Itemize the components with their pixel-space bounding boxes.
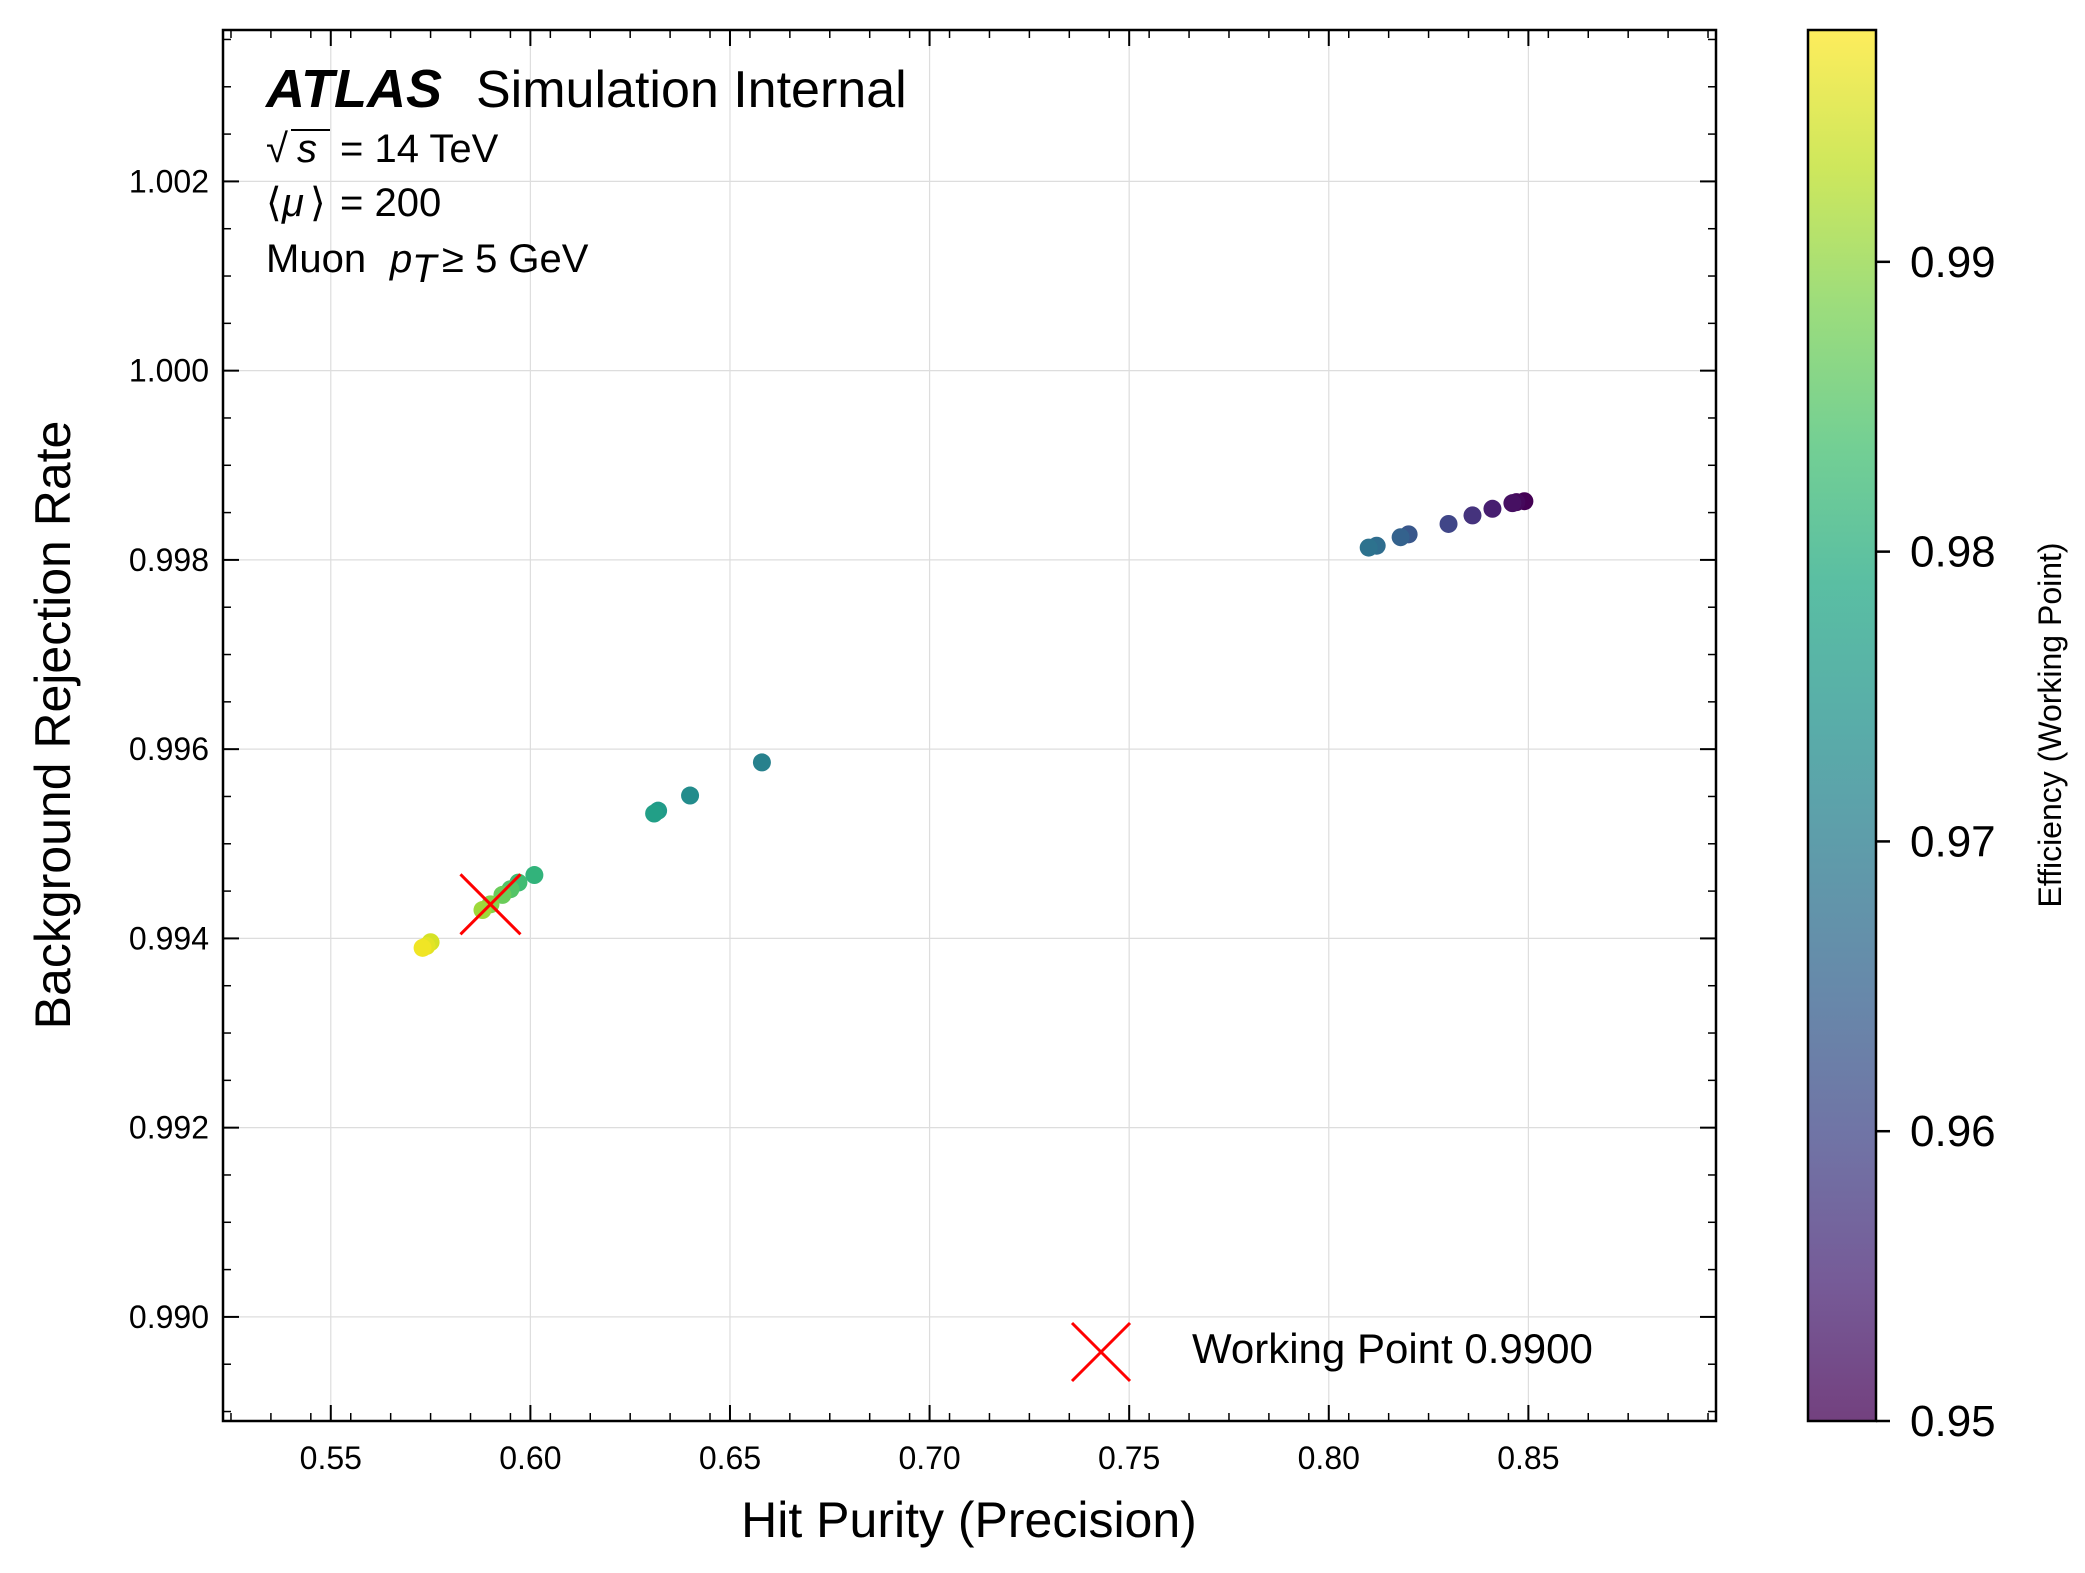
x-tick-label: 0.55 xyxy=(300,1440,362,1476)
data-point xyxy=(645,804,664,823)
colorbar-tick-label: 0.97 xyxy=(1910,817,1996,866)
data-point xyxy=(1483,499,1502,518)
legend-marker xyxy=(1070,1321,1132,1383)
x-tick-label: 0.60 xyxy=(499,1440,561,1476)
pileup-symbol: μ xyxy=(281,181,304,225)
cut-prefix: Muon xyxy=(266,237,366,281)
y-tick-label: 0.992 xyxy=(129,1110,209,1146)
data-point xyxy=(525,866,544,885)
x-tick-label: 0.80 xyxy=(1298,1440,1360,1476)
data-point xyxy=(1503,494,1522,513)
x-tick-label: 0.75 xyxy=(1098,1440,1160,1476)
legend: Working Point 0.9900 xyxy=(1070,1321,1593,1383)
data-points xyxy=(413,492,1534,957)
y-tick-label: 0.990 xyxy=(129,1299,209,1335)
atlas-status-label: Simulation Internal xyxy=(476,61,907,119)
axis-ticks xyxy=(223,30,1716,1421)
data-point xyxy=(473,901,492,920)
x-tick-labels: 0.55 0.60 0.65 0.70 0.75 0.80 0.85 xyxy=(300,1440,1560,1476)
data-point xyxy=(1439,514,1458,533)
cut-subscript: T xyxy=(412,247,439,291)
cut-annotation: Muon p T ≥ 5 GeV xyxy=(266,237,589,291)
colorbar: 0.95 0.96 0.97 0.98 0.99 Efficiency (Working… xyxy=(1806,28,2068,1446)
colorbar-ticks: 0.95 0.96 0.97 0.98 0.99 xyxy=(1876,238,1996,1446)
atlas-label: ATLAS Simulation Internal xyxy=(264,59,907,119)
x-axis-title: Hit Purity (Precision) xyxy=(741,1492,1197,1548)
colorbar-tick-label: 0.99 xyxy=(1910,238,1996,287)
y-tick-label: 1.002 xyxy=(129,163,209,199)
x-tick-label: 0.70 xyxy=(898,1440,960,1476)
pileup-value: = 200 xyxy=(340,181,441,225)
pileup-close-bracket: ⟩ xyxy=(310,181,326,225)
working-point-marker xyxy=(459,873,522,936)
y-tick-label: 0.998 xyxy=(129,542,209,578)
energy-value: = 14 TeV xyxy=(340,127,499,171)
cut-variable: p xyxy=(389,237,412,281)
colorbar-title: Efficiency (Working Point) xyxy=(2032,542,2068,907)
energy-annotation: √ s = 14 TeV xyxy=(266,127,499,171)
grid-lines xyxy=(223,30,1716,1421)
colorbar-tick-label: 0.95 xyxy=(1910,1397,1996,1446)
pileup-annotation: ⟨ μ ⟩ = 200 xyxy=(266,181,441,225)
y-tick-label: 0.996 xyxy=(129,731,209,767)
cut-value: ≥ 5 GeV xyxy=(442,237,589,281)
y-tick-label: 0.994 xyxy=(129,920,209,956)
data-point xyxy=(681,786,700,805)
y-tick-labels: 0.990 0.992 0.994 0.996 0.998 1.000 1.002 xyxy=(129,163,209,1335)
data-point xyxy=(413,938,432,957)
data-point xyxy=(1391,528,1410,547)
y-axis-title: Background Rejection Rate xyxy=(25,421,81,1030)
sqrt-symbol: √ xyxy=(266,127,288,171)
plot-frame xyxy=(221,28,1718,1423)
working-point-stroke xyxy=(459,873,522,936)
colorbar-tick-label: 0.96 xyxy=(1910,1107,1996,1156)
colorbar-frame xyxy=(1806,28,1878,1423)
data-point xyxy=(1463,506,1482,525)
data-point xyxy=(1359,538,1378,557)
data-point xyxy=(752,753,771,772)
x-tick-label: 0.85 xyxy=(1497,1440,1559,1476)
legend-label: Working Point 0.9900 xyxy=(1192,1325,1593,1372)
y-tick-label: 1.000 xyxy=(129,353,209,389)
energy-variable: s xyxy=(297,127,317,171)
pileup-open-bracket: ⟨ xyxy=(266,181,282,225)
atlas-experiment-label: ATLAS xyxy=(264,59,442,119)
colorbar-tick-label: 0.98 xyxy=(1910,528,1996,577)
colorbar-gradient xyxy=(1808,30,1876,1421)
x-tick-label: 0.65 xyxy=(699,1440,761,1476)
